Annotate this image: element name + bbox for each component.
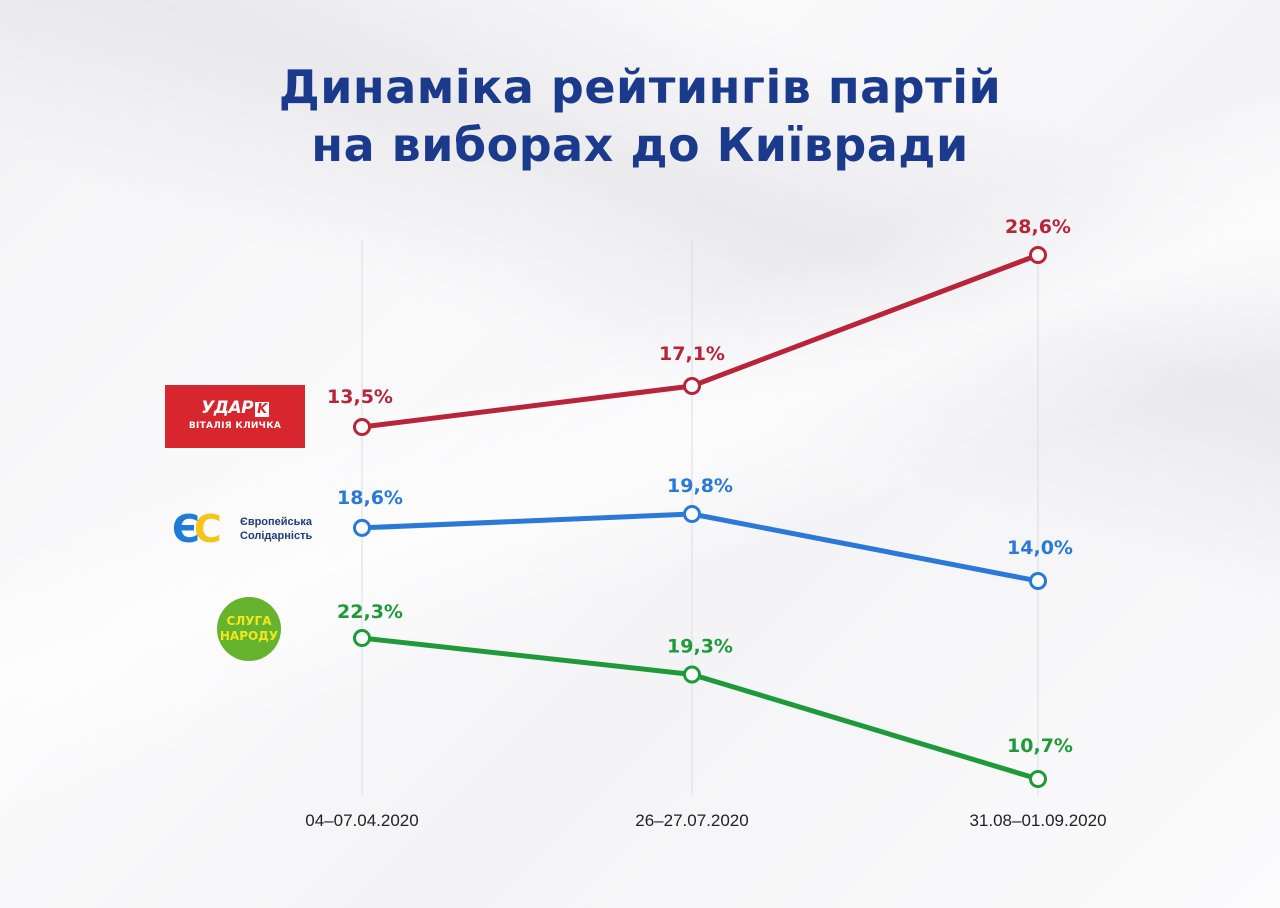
data-label-2-1: 18,6% bbox=[337, 487, 403, 509]
es-logo-line-1: Європейська bbox=[240, 516, 313, 528]
data-point-2-2 bbox=[683, 505, 701, 523]
data-point-1-3 bbox=[1029, 246, 1047, 264]
udar-logo: УДАР K ВІТАЛІЯ КЛИЧКА bbox=[165, 385, 305, 448]
sluha-logo-line-2: НАРОДУ bbox=[219, 629, 279, 643]
es-logo: ЄС Європейська Солідарність bbox=[172, 506, 332, 552]
data-label-2-2: 19,8% bbox=[667, 475, 733, 497]
data-point-2-3 bbox=[1029, 572, 1047, 590]
es-logo-line-2: Солідарність bbox=[240, 530, 313, 542]
data-label-3-3: 10,7% bbox=[1007, 735, 1073, 757]
chart-title: Динаміка рейтингів партій на виборах до … bbox=[0, 58, 1280, 174]
series-line-3 bbox=[359, 635, 1041, 782]
series-line-1 bbox=[359, 252, 1041, 430]
series-line-2 bbox=[359, 511, 1041, 584]
title-line-2: на виборах до Київради bbox=[311, 118, 969, 172]
data-label-1-3: 28,6% bbox=[1005, 216, 1071, 238]
sluha-logo-line-1: СЛУГА bbox=[226, 614, 272, 628]
data-point-3-2 bbox=[683, 665, 701, 684]
title-line-1: Динаміка рейтингів партій bbox=[278, 60, 1002, 114]
x-tick-label: 04–07.04.2020 bbox=[305, 811, 418, 830]
data-label-1-2: 17,1% bbox=[659, 343, 725, 365]
data-point-3-1 bbox=[353, 629, 371, 647]
data-point-1-1 bbox=[353, 418, 371, 436]
data-label-3-2: 19,3% bbox=[667, 635, 733, 657]
data-label-1-1: 13,5% bbox=[327, 386, 393, 408]
data-point-1-2 bbox=[683, 376, 701, 395]
x-tick-label: 31.08–01.09.2020 bbox=[969, 811, 1106, 830]
sluha-narodu-logo: СЛУГА НАРОДУ bbox=[217, 597, 281, 661]
data-point-3-3 bbox=[1029, 770, 1047, 788]
udar-k-mark: K bbox=[255, 402, 269, 417]
udar-logo-subtitle: ВІТАЛІЯ КЛИЧКА bbox=[188, 421, 282, 431]
data-label-3-1: 22,3% bbox=[337, 601, 403, 623]
udar-logo-text: УДАР bbox=[201, 398, 254, 418]
data-point-2-1 bbox=[353, 518, 371, 537]
x-tick-label: 26–27.07.2020 bbox=[635, 811, 748, 830]
data-label-2-3: 14,0% bbox=[1007, 537, 1073, 559]
